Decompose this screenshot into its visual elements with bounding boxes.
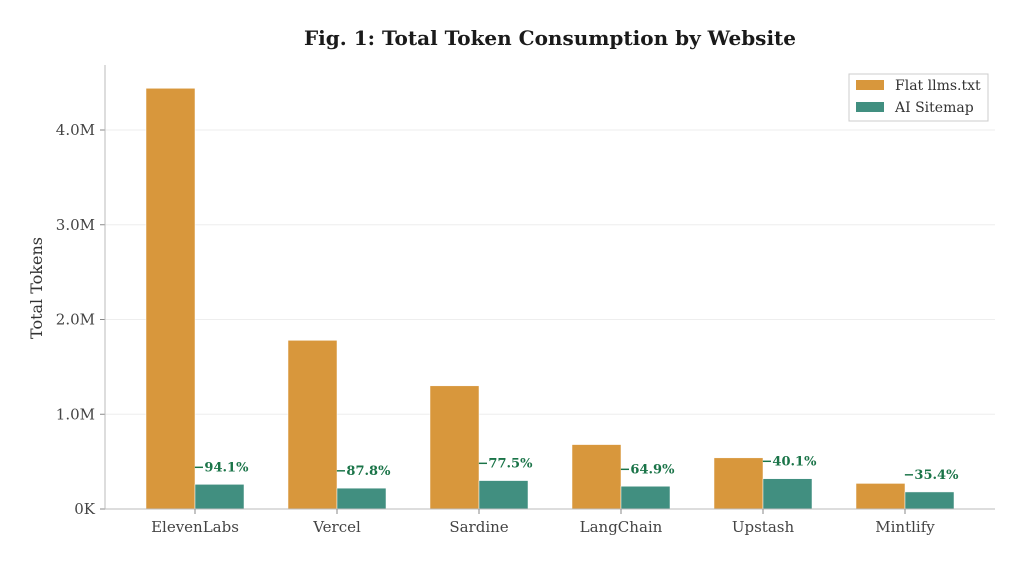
reduction-label: −64.9% (620, 462, 676, 477)
bar-flat-llms (429, 385, 480, 510)
x-tick-label: ElevenLabs (151, 518, 239, 536)
bar-ai-sitemap (194, 484, 245, 510)
y-tick-label: 3.0M (56, 216, 95, 234)
reduction-label: −87.8% (336, 464, 392, 479)
legend-swatch-flat (856, 80, 884, 90)
reduction-label: −94.1% (194, 460, 250, 475)
bar-flat-llms (855, 483, 906, 510)
legend-swatch-sitemap (856, 102, 884, 112)
bar-ai-sitemap (762, 478, 813, 510)
bar-flat-llms (713, 457, 764, 510)
bar-ai-sitemap (336, 487, 387, 510)
bar-flat-llms (571, 444, 622, 510)
bar-flat-llms (145, 88, 196, 510)
legend-label-sitemap: AI Sitemap (894, 100, 974, 116)
x-tick-label: Sardine (449, 518, 508, 536)
bar-ai-sitemap (620, 486, 671, 510)
bar-flat-llms (287, 340, 338, 510)
legend-label-flat: Flat llms.txt (895, 78, 981, 94)
x-tick-label: Vercel (312, 518, 361, 536)
x-tick-label: Mintlify (875, 518, 935, 536)
x-tick-label: LangChain (580, 518, 663, 536)
legend-box (848, 73, 989, 122)
bar-ai-sitemap (904, 491, 955, 510)
y-axis-label: Total Tokens (27, 237, 46, 339)
y-tick-label: 4.0M (56, 121, 95, 139)
y-tick-label: 0K (74, 500, 96, 518)
reduction-label: −40.1% (762, 455, 818, 470)
bar-ai-sitemap (478, 480, 529, 510)
legend: Flat llms.txt AI Sitemap (848, 73, 989, 122)
reduction-label: −35.4% (904, 468, 960, 483)
chart-title: Fig. 1: Total Token Consumption by Websi… (304, 26, 796, 50)
y-tick-label: 1.0M (56, 405, 95, 423)
reduction-label: −77.5% (478, 457, 534, 472)
x-tick-label: Upstash (732, 518, 795, 536)
y-tick-label: 2.0M (56, 311, 95, 329)
